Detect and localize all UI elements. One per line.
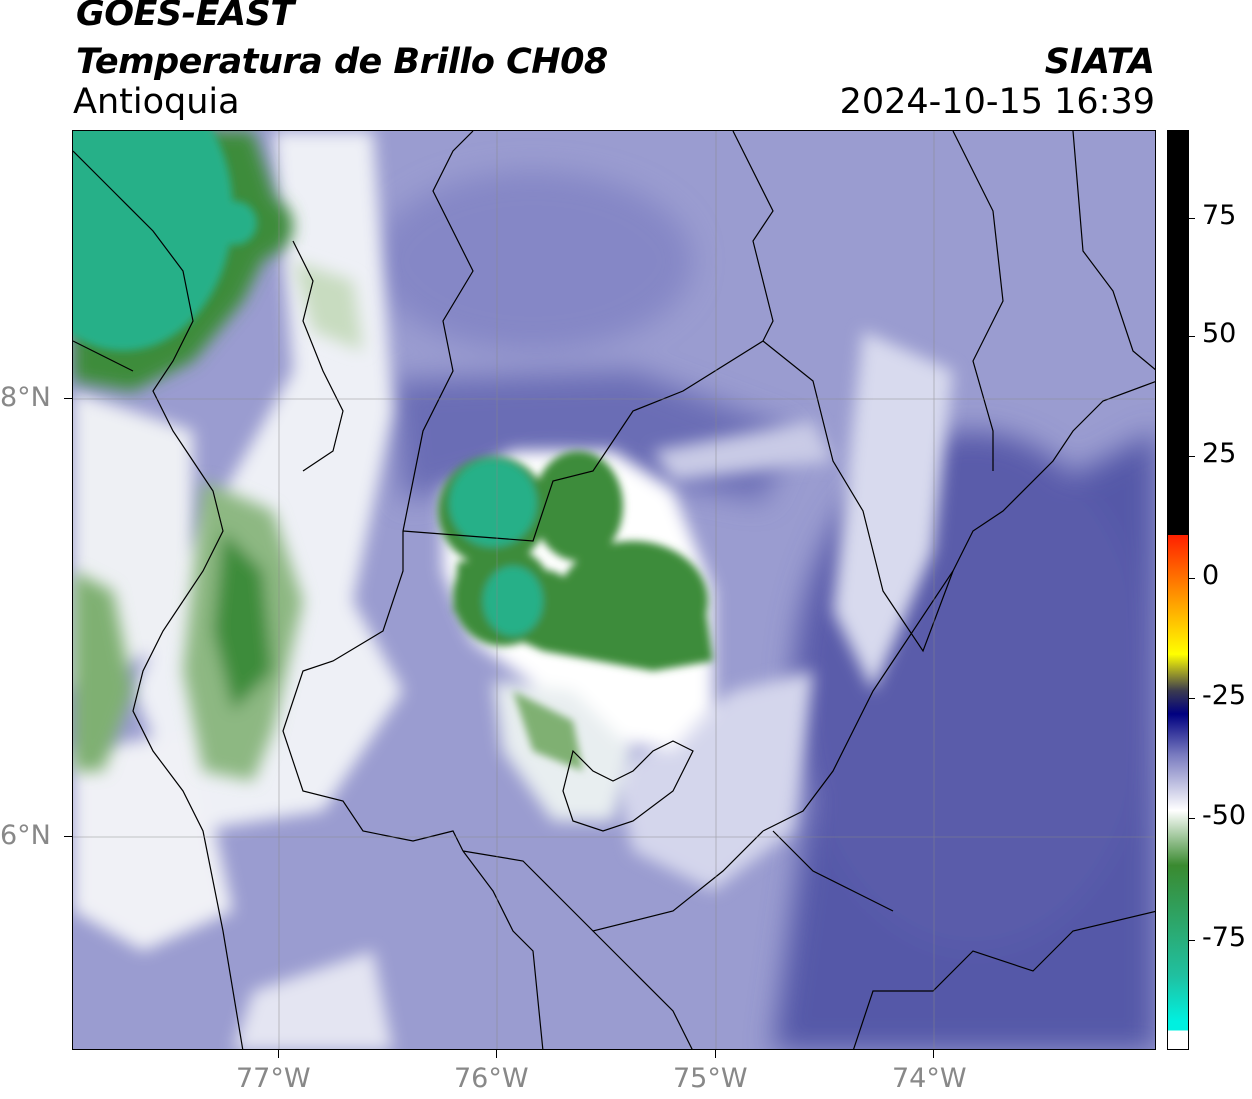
satellite-title: GOES-EAST — [76, 0, 294, 34]
lon-tick-76 — [496, 1050, 497, 1058]
lon-tick-74 — [933, 1050, 934, 1058]
colorbar-tick-m50 — [1189, 818, 1195, 819]
lon-label-75: 75°W — [673, 1063, 748, 1094]
map-field — [73, 131, 1155, 1049]
colorbar-label-m25: -25 — [1202, 680, 1247, 711]
lon-tick-75 — [715, 1050, 716, 1058]
lat-tick-6 — [64, 836, 72, 837]
convective-cell-core — [438, 451, 713, 771]
lon-label-77: 77°W — [236, 1063, 311, 1094]
colorbar-label-25: 25 — [1202, 438, 1237, 469]
satellite-map — [72, 130, 1156, 1050]
colorbar-label-m75: -75 — [1202, 922, 1247, 953]
lon-label-74: 74°W — [892, 1063, 967, 1094]
agency-label: SIATA — [1044, 42, 1155, 82]
lon-tick-77 — [278, 1050, 279, 1058]
colorbar-tick-m25 — [1189, 698, 1195, 699]
colorbar-tick-0 — [1189, 578, 1195, 579]
lat-label-8: 8°N — [0, 382, 51, 413]
colorbar-label-0: 0 — [1202, 560, 1220, 591]
colorbar-tick-75 — [1189, 218, 1195, 219]
colorbar — [1167, 130, 1189, 1050]
colorbar-label-50: 50 — [1202, 318, 1237, 349]
colorbar-label-75: 75 — [1202, 200, 1237, 231]
datetime-label: 2024-10-15 16:39 — [839, 82, 1155, 122]
lon-label-76: 76°W — [454, 1063, 529, 1094]
product-title: Temperatura de Brillo CH08 — [76, 42, 608, 82]
gridlines — [73, 131, 1155, 1049]
colorbar-tick-m75 — [1189, 940, 1195, 941]
admin-borders — [73, 131, 1155, 1049]
lat-label-6: 6°N — [0, 820, 51, 851]
colorbar-tick-25 — [1189, 456, 1195, 457]
lat-tick-8 — [64, 398, 72, 399]
colorbar-tick-50 — [1189, 336, 1195, 337]
colorbar-label-m50: -50 — [1202, 800, 1247, 831]
region-label: Antioquia — [73, 82, 240, 122]
